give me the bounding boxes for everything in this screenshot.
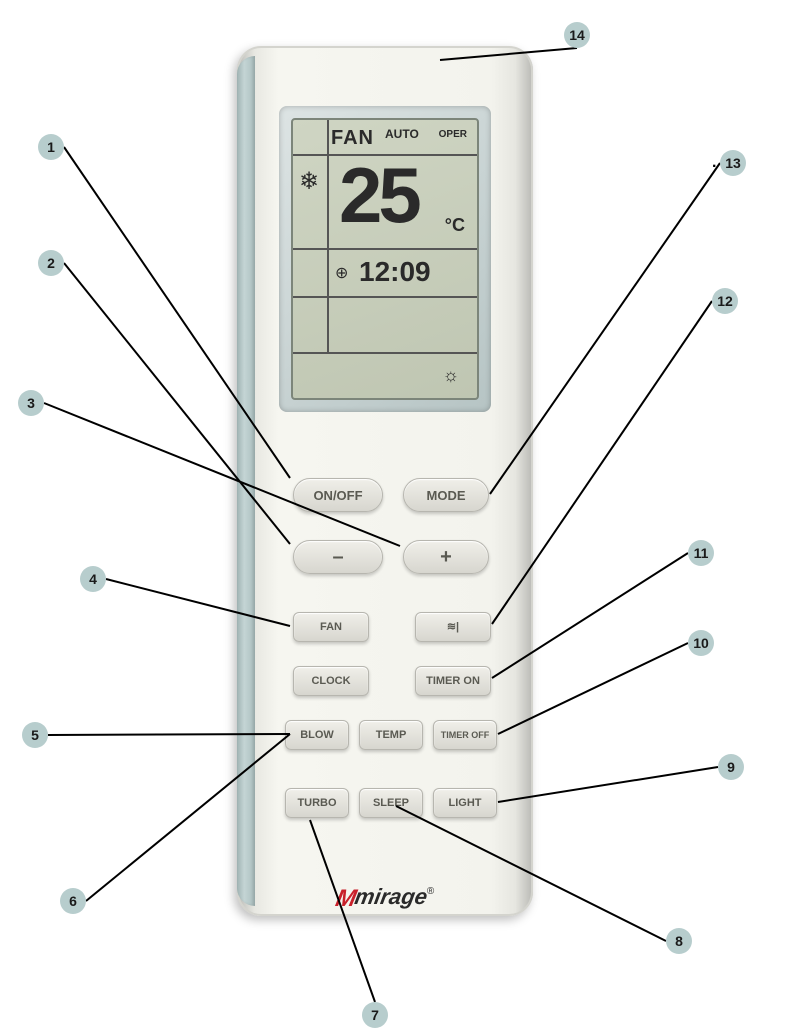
light-button[interactable]: LIGHT [433,788,497,818]
callout-12: 12 [712,288,738,314]
callout-14: 14 [564,22,590,48]
fan-button[interactable]: FAN [293,612,369,642]
lcd-auto-label: AUTO [385,128,419,140]
lcd-oper-label: OPER [439,130,467,140]
onoff-button[interactable]: ON/OFF [293,478,383,512]
callout-4: 4 [80,566,106,592]
lcd-screen: FAN AUTO OPER ❄ 25 °C ⊕ 12:09 ☼ [291,118,479,400]
swing-button[interactable]: ≋| [415,612,491,642]
clock-button[interactable]: CLOCK [293,666,369,696]
temp-button[interactable]: TEMP [359,720,423,750]
lcd-divider-h4 [293,352,477,354]
lcd-temperature: 25 [339,156,418,234]
callout-9: 9 [718,754,744,780]
brand-logo: Mmirage® [237,886,533,911]
remote-side-rail [237,56,255,906]
snowflake-icon: ❄ [299,170,319,194]
logo-text: mirage [353,886,429,908]
callout-1: 1 [38,134,64,160]
callout-13-prefix: . [712,154,716,172]
lcd-divider-h2 [293,248,477,250]
callout-5: 5 [22,722,48,748]
plus-button[interactable]: + [403,540,489,574]
lcd-divider-h3 [293,296,477,298]
turbo-button[interactable]: TURBO [285,788,349,818]
sleep-button[interactable]: SLEEP [359,788,423,818]
lcd-temp-unit: °C [445,216,465,234]
callout-13: 13 [720,150,746,176]
mode-button[interactable]: MODE [403,478,489,512]
logo-mark: M [333,887,355,911]
lcd-frame: FAN AUTO OPER ❄ 25 °C ⊕ 12:09 ☼ [279,106,491,412]
callout-11: 11 [688,540,714,566]
minus-button[interactable]: – [293,540,383,574]
callout-7: 7 [362,1002,388,1028]
clock-icon: ⊕ [335,266,348,282]
remote-body: FAN AUTO OPER ❄ 25 °C ⊕ 12:09 ☼ ON/OFFMO… [237,46,533,916]
lcd-clock: 12:09 [359,258,431,286]
timeroff-button[interactable]: TIMER OFF [433,720,497,750]
timeron-button[interactable]: TIMER ON [415,666,491,696]
callout-8: 8 [666,928,692,954]
callout-3: 3 [18,390,44,416]
callout-6: 6 [60,888,86,914]
callout-2: 2 [38,250,64,276]
callout-10: 10 [688,630,714,656]
light-icon: ☼ [443,366,460,384]
blow-button[interactable]: BLOW [285,720,349,750]
lcd-fan-label: FAN [331,128,374,148]
